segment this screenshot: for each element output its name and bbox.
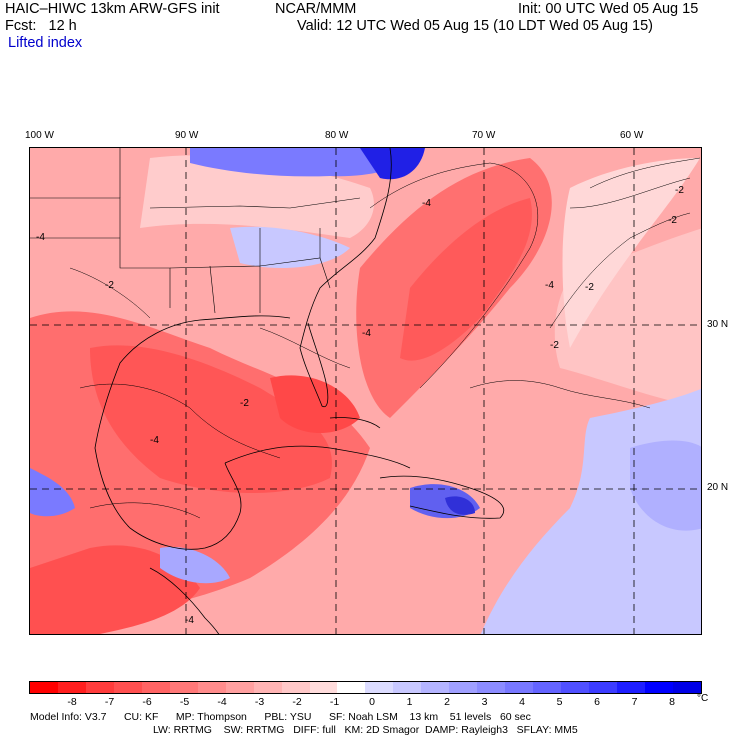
contour-label: -2 bbox=[550, 340, 559, 351]
forecast-hour: Fcst: 12 h bbox=[5, 18, 77, 34]
colorbar-tick-label: 5 bbox=[556, 696, 563, 708]
colorbar-cell bbox=[672, 682, 701, 693]
colorbar-tick-label: -5 bbox=[179, 696, 190, 708]
field-name: Lifted index bbox=[8, 35, 83, 51]
model-info-line1: Model Info: V3.7 CU: KF MP: Thompson PBL… bbox=[30, 711, 531, 723]
contour-label: -4 bbox=[185, 615, 194, 626]
model-info-line2: LW: RRTMG SW: RRTMG DIFF: full KM: 2D Sm… bbox=[153, 724, 578, 736]
colorbar-cell bbox=[309, 682, 338, 693]
lon-label-60w: 60 W bbox=[620, 130, 644, 141]
colorbar-cell bbox=[85, 682, 114, 693]
model-title: HAIC–HIWC 13km ARW-GFS init bbox=[5, 1, 220, 17]
colorbar-tick-label: -8 bbox=[67, 696, 77, 708]
init-time: Init: 00 UTC Wed 05 Aug 15 bbox=[518, 1, 699, 17]
colorbar-cell bbox=[617, 682, 645, 693]
contour-label: -2 bbox=[675, 185, 684, 196]
colorbar-cell bbox=[477, 682, 506, 693]
colorbar-cell bbox=[561, 682, 590, 693]
contour-label: -4 bbox=[150, 435, 159, 446]
colorbar-cell bbox=[337, 682, 366, 693]
contour-label: -2 bbox=[105, 280, 114, 291]
colorbar-unit: °C bbox=[697, 693, 709, 704]
colorbar-cell bbox=[533, 682, 562, 693]
contour-label: -4 bbox=[36, 232, 45, 243]
colorbar-tick-label: -7 bbox=[104, 696, 115, 708]
colorbar-cell bbox=[57, 682, 86, 693]
colorbar-tick-label: 3 bbox=[481, 696, 488, 708]
colorbar-tick-label: -3 bbox=[254, 696, 265, 708]
colorbar-tick-label: -1 bbox=[329, 696, 340, 708]
colorbar-cell bbox=[505, 682, 534, 693]
lon-label-70w: 70 W bbox=[472, 130, 496, 141]
lon-label-100w: 100 W bbox=[25, 130, 54, 141]
colorbar-tick-label: 7 bbox=[631, 696, 638, 708]
colorbar-tick-label: 1 bbox=[406, 696, 413, 708]
colorbar-cell bbox=[281, 682, 310, 693]
lon-label-80w: 80 W bbox=[325, 130, 349, 141]
contour-label: -2 bbox=[668, 215, 677, 226]
colorbar-tick-label: -6 bbox=[142, 696, 152, 708]
colorbar-cell bbox=[30, 682, 58, 693]
colorbar-cell bbox=[393, 682, 422, 693]
lifted-index-map: -4 -2 -4 -2 -2 -4 -2 -2 -4 -4 -2 -4 bbox=[29, 147, 702, 635]
colorbar-cell bbox=[253, 682, 282, 693]
colorbar-cell bbox=[113, 682, 142, 693]
colorbar-tick-label: 0 bbox=[369, 696, 375, 708]
colorbar-cell bbox=[365, 682, 394, 693]
colorbar-cell bbox=[449, 682, 478, 693]
contour-label: -4 bbox=[362, 328, 371, 339]
colorbar-tick-label: 6 bbox=[594, 696, 600, 708]
colorbar-cell bbox=[197, 682, 226, 693]
colorbar-tick-label: 4 bbox=[519, 696, 525, 708]
lat-label-30n: 30 N bbox=[707, 319, 729, 330]
lon-label-90w: 90 W bbox=[175, 130, 199, 141]
colorbar-cell bbox=[225, 682, 254, 693]
colorbar-tick-label: 8 bbox=[669, 696, 675, 708]
colorbar-cell bbox=[141, 682, 170, 693]
contour-label: -2 bbox=[585, 282, 594, 293]
contour-label: -4 bbox=[422, 198, 431, 209]
colorbar-tick-label: 2 bbox=[444, 696, 450, 708]
colorbar-cell bbox=[644, 682, 673, 693]
colorbar-cell bbox=[169, 682, 198, 693]
contour-label: -4 bbox=[545, 280, 554, 291]
lat-label-20n: 20 N bbox=[707, 482, 729, 493]
contour-label: -2 bbox=[240, 398, 249, 409]
colorbar-tick-label: -4 bbox=[217, 696, 227, 708]
colorbar-cell bbox=[421, 682, 450, 693]
colorbar-cell bbox=[589, 682, 618, 693]
valid-time: Valid: 12 UTC Wed 05 Aug 15 (10 LDT Wed … bbox=[297, 18, 654, 34]
colorbar bbox=[29, 681, 702, 694]
colorbar-tick-label: -2 bbox=[292, 696, 302, 708]
organization: NCAR/MMM bbox=[275, 1, 357, 17]
